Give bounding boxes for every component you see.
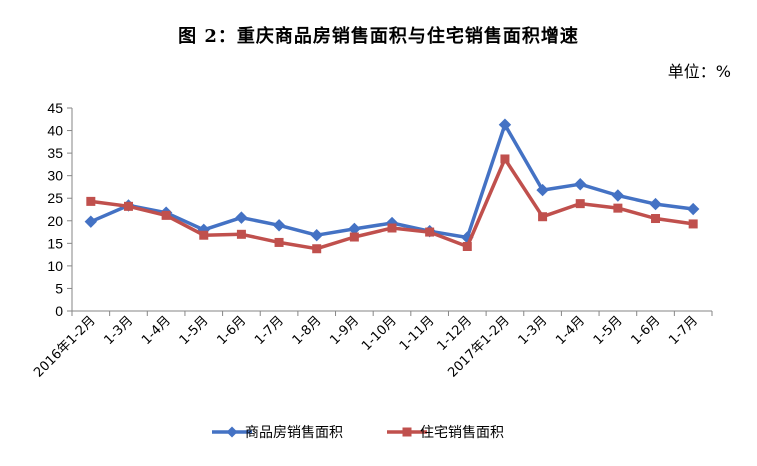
y-tick-label: 5 [55, 280, 63, 296]
x-tick-label: 1-6月 [214, 313, 249, 348]
data-point [84, 215, 98, 228]
data-point [235, 211, 248, 224]
data-point [272, 219, 286, 232]
data-point [649, 197, 662, 211]
data-point [686, 202, 700, 216]
series-lines [84, 118, 700, 254]
legend-marker [226, 426, 238, 438]
x-tick-label: 1-8月 [290, 313, 325, 348]
data-point [199, 230, 209, 240]
series-line [90, 157, 694, 251]
data-point [536, 183, 549, 197]
legend-label: 商品房销售面积 [245, 425, 343, 441]
x-tick-label: 1-5月 [177, 313, 212, 348]
x-tick-label: 2016年1-2月 [31, 313, 98, 380]
data-point [462, 241, 472, 251]
x-tick-label: 1-7月 [666, 313, 701, 348]
legend-marker [402, 427, 412, 437]
data-point [613, 203, 623, 213]
unit-label: 单位：% [667, 62, 731, 81]
data-point [500, 154, 510, 164]
data-point [611, 189, 625, 202]
data-point [387, 223, 397, 233]
y-tick-label: 30 [47, 168, 63, 184]
x-tick-label: 1-9月 [327, 313, 362, 348]
y-tick-label: 35 [47, 145, 63, 161]
x-tick-label: 1-11月 [397, 313, 438, 354]
y-tick-label: 0 [55, 303, 63, 319]
data-point [651, 214, 661, 224]
y-tick-label: 40 [47, 123, 63, 139]
x-tick-label: 1-10月 [359, 313, 400, 354]
data-point [310, 229, 323, 242]
data-point [425, 227, 435, 237]
x-tick-label: 1-6月 [629, 313, 664, 348]
x-tick-label: 1-4月 [553, 313, 588, 348]
series-2 [86, 154, 698, 254]
data-point [688, 219, 698, 229]
x-tick-label: 1-3月 [516, 313, 551, 348]
y-tick-label: 45 [47, 100, 63, 116]
x-tick-label: 1-3月 [101, 313, 136, 348]
data-point [312, 244, 322, 254]
y-tick-label: 25 [47, 190, 63, 206]
x-tick-label: 1-7月 [252, 313, 287, 348]
data-point [236, 229, 246, 239]
y-tick-label: 20 [47, 213, 63, 229]
y-tick-label: 10 [47, 258, 63, 274]
data-point [498, 118, 512, 131]
x-tick-label: 1-4月 [139, 313, 174, 348]
data-point [123, 201, 133, 211]
x-tick-label: 1-5月 [591, 313, 626, 348]
legend: 商品房销售面积 住宅销售面积 [212, 425, 504, 441]
legend-item: 商品房销售面积 [212, 425, 343, 441]
chart-title: 图 2：重庆商品房销售面积与住宅销售面积增速 [178, 26, 579, 47]
data-point [274, 237, 284, 247]
data-point [574, 178, 587, 191]
legend-label: 住宅销售面积 [420, 425, 504, 441]
data-point [538, 212, 548, 222]
legend-item: 住宅销售面积 [387, 425, 504, 441]
data-point [86, 196, 96, 206]
y-tick-label: 15 [47, 235, 63, 251]
data-point [349, 232, 359, 242]
data-point [161, 210, 171, 220]
data-point [575, 199, 585, 209]
